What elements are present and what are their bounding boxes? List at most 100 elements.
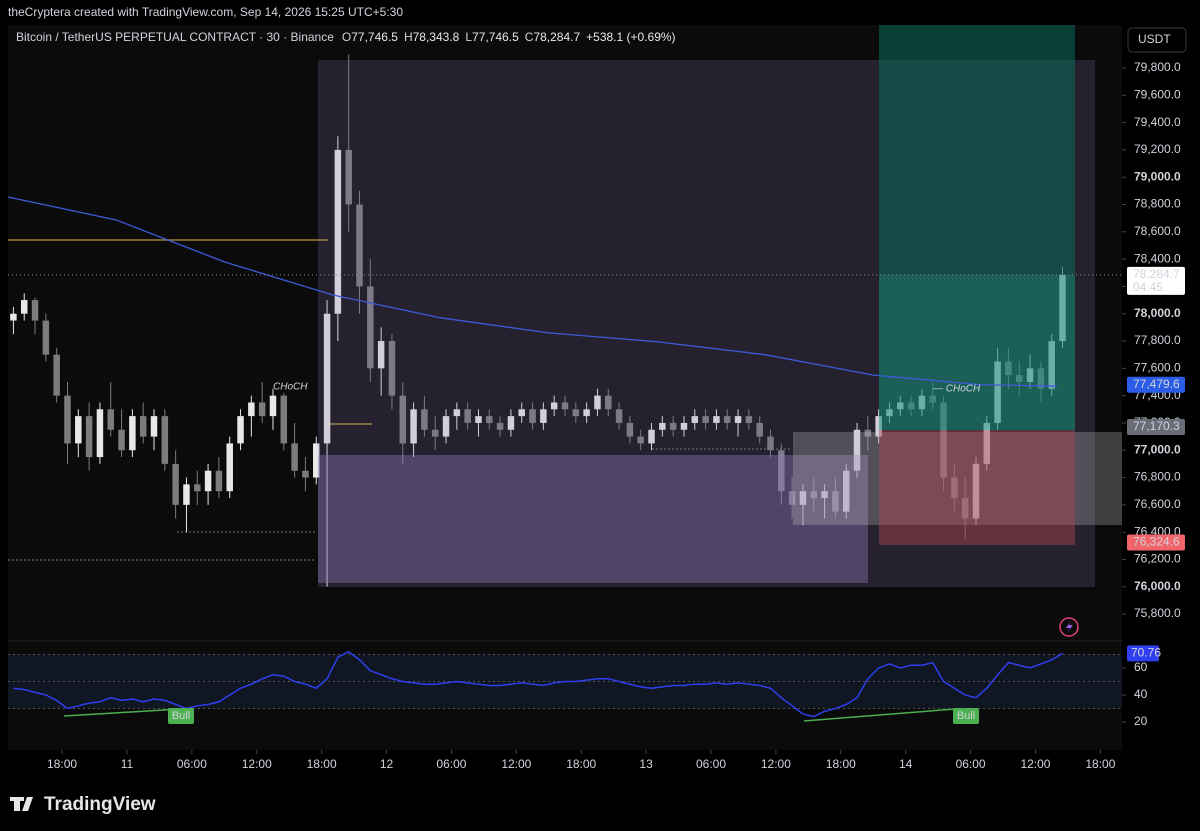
candle-body — [410, 409, 417, 444]
x-tick-label: 12 — [380, 757, 394, 771]
ohlc-key: C — [525, 30, 534, 44]
candle-body — [691, 416, 699, 423]
currency-button[interactable] — [1127, 27, 1187, 53]
candle-body — [421, 409, 428, 430]
x-tick-label: 12:00 — [501, 757, 531, 771]
divergence-label: Bull — [957, 710, 975, 722]
x-tick-label: 12:00 — [761, 757, 791, 771]
y-tick-label: 76,200.0 — [1134, 552, 1181, 566]
candle-body — [767, 436, 774, 451]
candle-body — [204, 470, 212, 492]
candle-body — [475, 416, 482, 423]
candle-body — [875, 416, 882, 437]
candle-body — [583, 409, 590, 417]
moving-average — [7, 196, 1058, 387]
y-tick-label: 78,000.0 — [1134, 306, 1181, 320]
alert-circle[interactable] — [1059, 617, 1079, 637]
alert-icon[interactable] — [1059, 617, 1079, 637]
ma-layer: CHoCH — CHoCH — [7, 196, 1122, 395]
candle-body — [605, 395, 612, 410]
candle-body — [464, 409, 471, 423]
candle-body — [951, 477, 958, 499]
divergence-tag — [953, 708, 979, 724]
candle-body — [302, 470, 309, 478]
ohlc-key: O — [342, 30, 351, 44]
candle-body — [334, 149, 342, 314]
candle-body — [194, 484, 201, 492]
candle-body — [680, 422, 688, 430]
x-tick-label: 12:00 — [1020, 757, 1050, 771]
candle-body — [161, 416, 169, 464]
credit: theCryptera created with TradingView.com… — [8, 5, 403, 19]
y-tick-label: 79,200.0 — [1134, 142, 1181, 156]
price-marker-label: 78,284.7 — [1133, 267, 1180, 281]
candle-body — [377, 341, 385, 369]
candle-body — [431, 429, 439, 437]
candle-body — [42, 320, 50, 355]
target-zone — [879, 25, 1075, 275]
y-tick-label: 79,600.0 — [1134, 87, 1181, 101]
y-tick-label: 76,000.0 — [1134, 579, 1181, 593]
candle-body — [486, 416, 493, 423]
candle-body — [810, 491, 818, 499]
candle-body — [594, 395, 601, 410]
ohlc-value: 77,746.5 — [472, 30, 519, 44]
price-marker-label: 77,479.6 — [1133, 377, 1180, 391]
rsi-pane: Bull Bull — [8, 640, 1122, 724]
y-tick-label: 79,000.0 — [1134, 169, 1181, 183]
candle-body — [864, 429, 872, 437]
legend: Bitcoin / TetherUS PERPETUAL CONTRACT · … — [16, 30, 676, 44]
ohlc-value: 78,284.7 — [533, 30, 580, 44]
annotation: — CHoCH — [932, 384, 981, 395]
candle-body — [507, 416, 515, 430]
candle-body — [788, 491, 796, 505]
candle-body — [561, 402, 569, 410]
y-tick-label: 78,800.0 — [1134, 197, 1181, 211]
candle-body — [518, 409, 525, 417]
ohlc-key: L — [465, 30, 472, 44]
candle-body — [85, 416, 93, 458]
candle-body — [626, 422, 634, 437]
ohlc-value: 78,343.8 — [413, 30, 460, 44]
y-tick-label: 78,400.0 — [1134, 251, 1181, 265]
candle-body — [323, 313, 331, 444]
candle-body — [713, 416, 720, 423]
candle-body — [540, 409, 547, 423]
ohlc-key: H — [404, 30, 413, 44]
currency[interactable]: USDT — [1138, 32, 1171, 46]
price-marker — [1127, 266, 1185, 295]
candle-body — [756, 422, 763, 437]
candle-body — [453, 409, 461, 417]
x-tick-label: 18:00 — [1085, 757, 1115, 771]
ohlc-value: 77,746.5 — [351, 30, 398, 44]
candle-body — [356, 204, 363, 287]
candle-body — [248, 402, 255, 417]
divergence-label: Bull — [172, 710, 190, 722]
price-marker-label: 77,170.3 — [1133, 419, 1180, 433]
candle-body — [745, 416, 753, 423]
price-marker — [1127, 534, 1185, 551]
y-tick-label: 76,800.0 — [1134, 470, 1181, 484]
stop-zone — [879, 430, 1075, 545]
candle-body — [64, 395, 71, 444]
candle-body — [572, 409, 580, 417]
annotation: CHoCH — [273, 382, 308, 393]
rsi-tick-label: 40 — [1134, 687, 1148, 701]
candle-body — [10, 313, 17, 321]
candle-body — [215, 470, 223, 492]
candle-body — [280, 395, 288, 444]
candle-body — [550, 402, 558, 410]
candle-body — [183, 484, 190, 505]
price-marker — [1127, 376, 1185, 393]
candle-body — [31, 300, 39, 321]
candle-body — [399, 395, 407, 444]
candle-body — [853, 429, 861, 471]
x-tick-label: 11 — [121, 757, 134, 771]
price-marker-label: 76,324.6 — [1133, 535, 1180, 549]
candle-body — [529, 409, 536, 423]
change: +538.1 (+0.69%) — [586, 30, 675, 44]
candle-body — [669, 422, 677, 430]
y-tick-label: 79,800.0 — [1134, 60, 1181, 74]
